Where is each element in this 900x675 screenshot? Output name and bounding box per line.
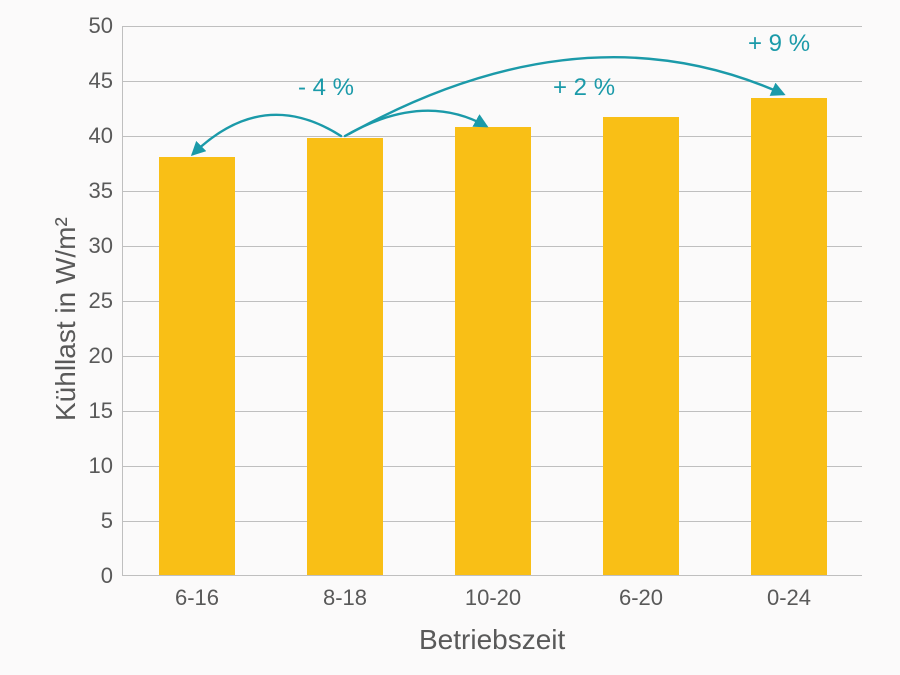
cooling-load-bar-chart: 0 5 10 15 20 25 30 35 40 45 50 6-16 8-18 10-20 6-20 0-2… xyxy=(0,0,900,675)
x-tick-label: 10-20 xyxy=(465,575,521,611)
y-tick-label: 50 xyxy=(89,13,123,39)
plot-area: 051015202530354045506-168-1810-206-200-2… xyxy=(122,26,862,576)
y-tick-label: 15 xyxy=(89,398,123,424)
gridline xyxy=(123,81,862,82)
percent-annotation: + 9 % xyxy=(748,30,810,58)
x-tick-label: 8-18 xyxy=(323,575,367,611)
x-tick-label: 6-20 xyxy=(619,575,663,611)
bar xyxy=(455,127,532,575)
y-tick-label: 25 xyxy=(89,288,123,314)
y-tick-label: 5 xyxy=(101,508,123,534)
bar xyxy=(751,98,828,575)
x-tick-label: 0-24 xyxy=(767,575,811,611)
bar xyxy=(159,157,236,575)
bar xyxy=(307,138,384,575)
y-tick-label: 20 xyxy=(89,343,123,369)
y-tick-label: 30 xyxy=(89,233,123,259)
x-tick-label: 6-16 xyxy=(175,575,219,611)
gridline xyxy=(123,26,862,27)
y-tick-label: 40 xyxy=(89,123,123,149)
x-axis-title: Betriebszeit xyxy=(419,624,565,656)
bar xyxy=(603,117,680,575)
y-tick-label: 10 xyxy=(89,453,123,479)
percent-annotation: - 4 % xyxy=(298,74,354,102)
y-tick-label: 45 xyxy=(89,68,123,94)
y-tick-label: 35 xyxy=(89,178,123,204)
y-axis-title: Kühllast in W/m² xyxy=(50,217,82,421)
percent-annotation: + 2 % xyxy=(553,74,615,102)
y-tick-label: 0 xyxy=(101,563,123,589)
